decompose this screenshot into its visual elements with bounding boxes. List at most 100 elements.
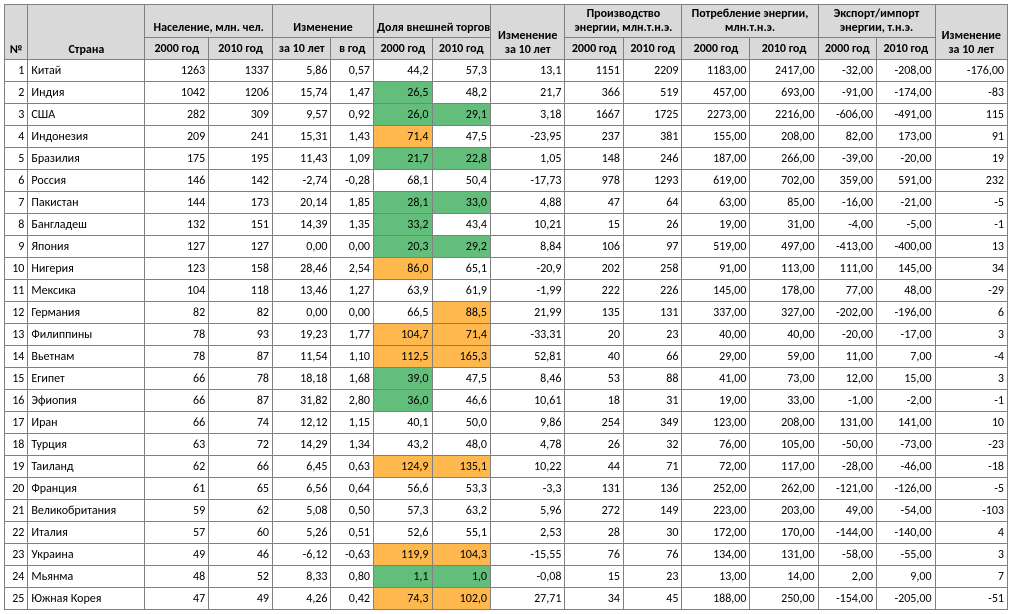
cell-ep2000: 1151: [565, 60, 623, 82]
hdr-trade-chg: Изменение за 10 лет: [490, 5, 564, 60]
cell-ep2000: 148: [565, 148, 623, 170]
table-row: 21Великобритания59625,080,5057,363,25,96…: [5, 500, 1008, 522]
cell-ec2000: 19,00: [682, 214, 750, 236]
cell-ep2000: 135: [565, 302, 623, 324]
cell-ec2000: 123,00: [682, 412, 750, 434]
cell-pop2010: 65: [209, 478, 273, 500]
cell-country: Франция: [28, 478, 145, 500]
cell-pop2010: 1206: [209, 82, 273, 104]
cell-echg: 91: [935, 126, 1007, 148]
cell-ep2010: 149: [623, 500, 682, 522]
cell-t2010: 57,3: [432, 60, 490, 82]
cell-ei2000: -50,00: [818, 434, 876, 456]
cell-echg: 7: [935, 566, 1007, 588]
cell-ep2000: 20: [565, 324, 623, 346]
cell-country: Иран: [28, 412, 145, 434]
cell-pop2000: 62: [145, 456, 209, 478]
cell-ep2010: 136: [623, 478, 682, 500]
cell-chgyr: 1,77: [331, 324, 374, 346]
cell-chgyr: 0,63: [331, 456, 374, 478]
cell-echg: -1: [935, 214, 1007, 236]
cell-tchg: -0,08: [490, 566, 564, 588]
cell-echg: 6: [935, 302, 1007, 324]
table-row: 3США2823099,570,9226,029,13,181667172522…: [5, 104, 1008, 126]
cell-country: Пакистан: [28, 192, 145, 214]
cell-ec2010: 178,00: [750, 280, 818, 302]
cell-ec2010: 131,00: [750, 544, 818, 566]
cell-t2000: 39,0: [374, 368, 432, 390]
cell-ec2000: 41,00: [682, 368, 750, 390]
cell-ei2000: -4,00: [818, 214, 876, 236]
cell-ep2010: 131: [623, 302, 682, 324]
cell-ec2000: 72,00: [682, 456, 750, 478]
cell-chg10: 14,39: [273, 214, 331, 236]
cell-pop2010: 62: [209, 500, 273, 522]
cell-pop2010: 72: [209, 434, 273, 456]
cell-n: 10: [5, 258, 28, 280]
cell-chg10: 31,82: [273, 390, 331, 412]
cell-t2000: 52,6: [374, 522, 432, 544]
cell-tchg: 2,53: [490, 522, 564, 544]
cell-country: Индонезия: [28, 126, 145, 148]
cell-country: Россия: [28, 170, 145, 192]
cell-pop2010: 87: [209, 346, 273, 368]
cell-pop2010: 87: [209, 390, 273, 412]
cell-ec2000: 155,00: [682, 126, 750, 148]
cell-ep2010: 349: [623, 412, 682, 434]
cell-country: Китай: [28, 60, 145, 82]
cell-ec2000: 91,00: [682, 258, 750, 280]
table-row: 7Пакистан14417320,141,8528,133,04,884764…: [5, 192, 1008, 214]
cell-country: США: [28, 104, 145, 126]
cell-ep2000: 1667: [565, 104, 623, 126]
cell-t2000: 63,9: [374, 280, 432, 302]
cell-echg: -18: [935, 456, 1007, 478]
data-table: № Страна Население, млн. чел. Изменение …: [4, 4, 1008, 610]
cell-chgyr: 1,09: [331, 148, 374, 170]
cell-t2010: 1,0: [432, 566, 490, 588]
cell-ei2010: -55,00: [877, 544, 936, 566]
cell-ei2010: -54,00: [877, 500, 936, 522]
cell-country: Турция: [28, 434, 145, 456]
cell-pop2000: 144: [145, 192, 209, 214]
table-row: 12Германия82820,000,0066,588,521,9913513…: [5, 302, 1008, 324]
cell-chg10: 9,57: [273, 104, 331, 126]
cell-t2000: 21,7: [374, 148, 432, 170]
cell-country: Эфиопия: [28, 390, 145, 412]
cell-ep2010: 31: [623, 390, 682, 412]
cell-pop2010: 118: [209, 280, 273, 302]
hdr-eimp: Экспорт/импорт энергии, т.н.э.: [818, 5, 935, 38]
cell-chgyr: -0,63: [331, 544, 374, 566]
cell-country: Мьянма: [28, 566, 145, 588]
cell-echg: 4: [935, 522, 1007, 544]
cell-ei2010: -17,00: [877, 324, 936, 346]
cell-pop2000: 1042: [145, 82, 209, 104]
cell-echg: 34: [935, 258, 1007, 280]
cell-chgyr: 0,00: [331, 302, 374, 324]
cell-ec2010: 113,00: [750, 258, 818, 280]
cell-tchg: 10,21: [490, 214, 564, 236]
table-row: 18Турция637214,291,3443,248,04,78263276,…: [5, 434, 1008, 456]
cell-n: 23: [5, 544, 28, 566]
cell-chg10: 8,33: [273, 566, 331, 588]
cell-chg10: 4,26: [273, 588, 331, 610]
cell-ec2010: 2417,00: [750, 60, 818, 82]
cell-chg10: 11,43: [273, 148, 331, 170]
table-row: 1Китай126313375,860,5744,257,313,1115122…: [5, 60, 1008, 82]
cell-echg: -4: [935, 346, 1007, 368]
cell-ep2000: 222: [565, 280, 623, 302]
cell-tchg: -17,73: [490, 170, 564, 192]
table-row: 2Индия1042120615,741,4726,548,221,736651…: [5, 82, 1008, 104]
table-row: 5Бразилия17519511,431,0921,722,81,051482…: [5, 148, 1008, 170]
cell-ep2000: 366: [565, 82, 623, 104]
cell-country: Филиппины: [28, 324, 145, 346]
cell-chg10: 18,18: [273, 368, 331, 390]
cell-ep2010: 226: [623, 280, 682, 302]
cell-chgyr: 1,27: [331, 280, 374, 302]
cell-t2010: 104,3: [432, 544, 490, 566]
cell-tchg: 9,86: [490, 412, 564, 434]
cell-pop2010: 60: [209, 522, 273, 544]
cell-chg10: 15,31: [273, 126, 331, 148]
table-row: 4Индонезия20924115,311,4371,447,5-23,952…: [5, 126, 1008, 148]
cell-pop2000: 132: [145, 214, 209, 236]
cell-chgyr: 0,00: [331, 236, 374, 258]
